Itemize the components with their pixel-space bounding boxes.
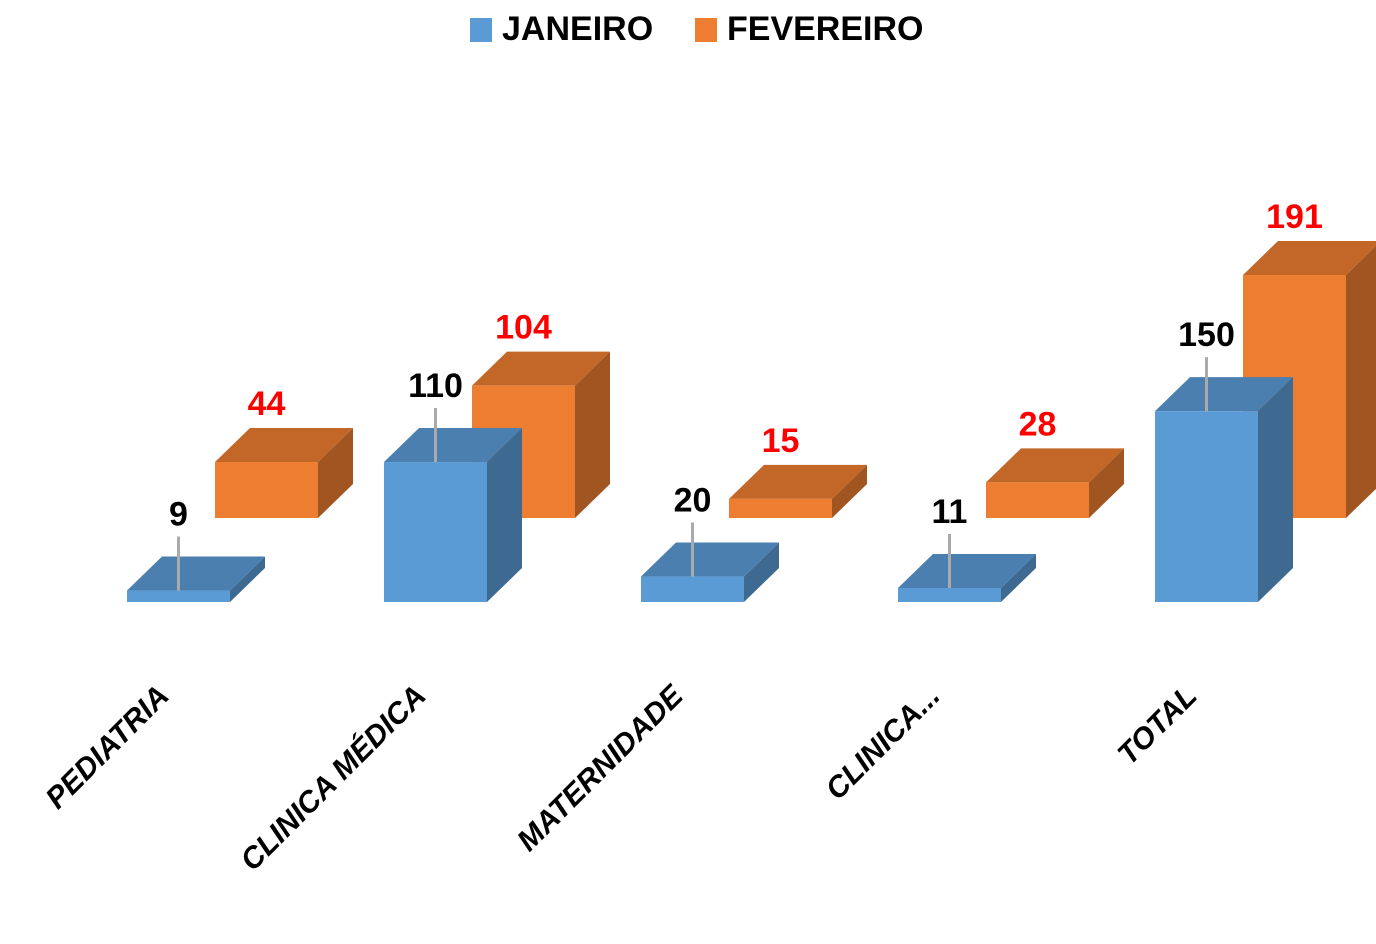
legend-label: FEVEREIRO [727,10,923,48]
bar-side [1089,448,1124,518]
data-label: 110 [408,367,463,405]
x-tick-label: CLINICA MÉDICA [234,679,433,878]
data-label: 11 [932,493,968,531]
bar-side [575,351,610,518]
bar-side [744,542,779,602]
bar-side [487,428,522,602]
bar-front [1155,411,1258,602]
bar-top [384,428,522,463]
legend-label: JANEIRO [502,10,653,48]
data-label: 191 [1266,198,1323,236]
bar [898,554,1036,602]
bar [127,556,265,602]
bar-side [230,556,265,602]
bar-side [318,428,353,518]
bar-side [1346,245,1376,518]
x-tick-label: TOTAL [1111,679,1203,771]
legend-swatch [470,18,492,42]
bar-front [986,482,1089,518]
bar-top [472,351,610,386]
bar-top [1243,241,1376,275]
bar-top [729,464,867,499]
bar-top [215,428,353,463]
bar-front [898,588,1001,602]
bar-front [641,576,744,602]
bar [215,428,353,518]
bar [986,448,1124,518]
x-tick-label: PEDIATRIA [39,679,175,815]
bar-top [1155,377,1293,412]
bar [729,464,867,518]
bar-front [384,462,487,602]
bar-top [641,542,779,577]
bar-top [898,554,1036,589]
bar-front [127,590,230,602]
data-label: 15 [762,422,800,460]
data-label: 44 [248,385,286,423]
x-tick-label: CLINICA... [820,679,947,806]
data-label: 9 [169,496,188,534]
bar-front [215,462,318,518]
data-label: 28 [1019,405,1057,443]
x-tick-label: MATERNIDADE [511,679,690,858]
bar-top [986,448,1124,483]
bar-side [832,464,867,518]
bar [384,428,522,602]
bar [641,542,779,602]
legend-swatch [695,18,717,42]
data-label: 150 [1178,316,1235,354]
bar [1155,377,1293,602]
bar-front [729,498,832,518]
bar-side [1258,377,1293,602]
bar-side [1001,554,1036,602]
bar-top [127,556,265,591]
data-label: 20 [674,482,712,520]
data-label: 104 [495,309,552,347]
